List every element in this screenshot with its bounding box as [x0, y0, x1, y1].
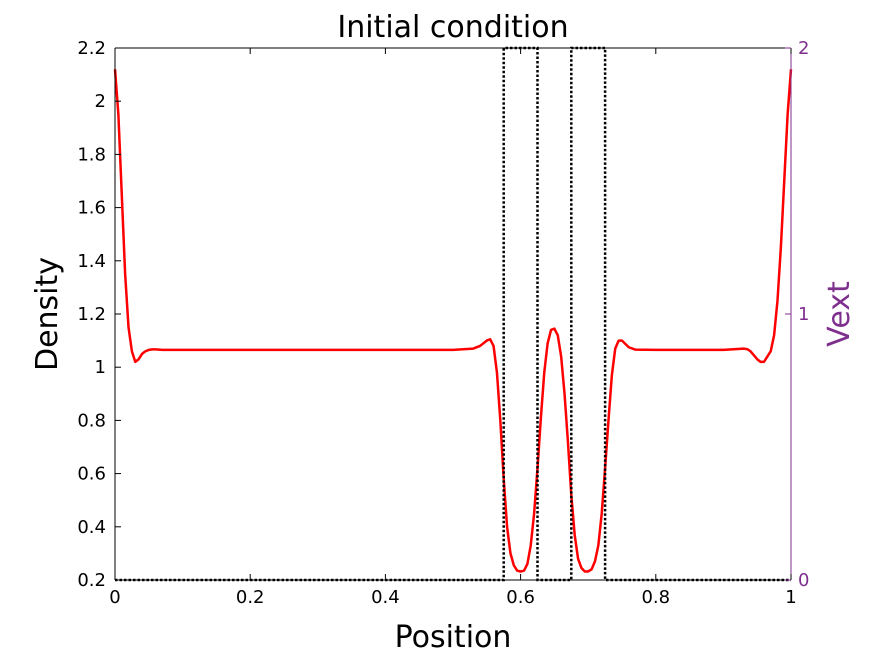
x-tick-label: 0.6 — [506, 587, 535, 608]
y-left-tick-label: 0.8 — [77, 410, 106, 431]
y-left-tick-label: 0.6 — [77, 464, 106, 485]
chart-title: Initial condition — [337, 10, 568, 45]
y-left-tick-label: 2.2 — [77, 38, 106, 59]
x-tick-label: 1 — [785, 587, 796, 608]
y-axis-left-label: Density — [30, 257, 65, 371]
y-left-tick-label: 0.4 — [77, 517, 106, 538]
y-left-tick-label: 1.8 — [77, 144, 106, 165]
axes-layer — [114, 47, 792, 581]
y-right-tick-label: 2 — [798, 38, 809, 59]
y-left-tick-label: 1.6 — [77, 198, 106, 219]
y-left-tick-label: 1.4 — [77, 251, 106, 272]
x-axis-label: Position — [395, 620, 512, 655]
y-left-tick-label: 0.2 — [77, 570, 106, 591]
y-right-tick-label: 0 — [798, 570, 809, 591]
x-tick-label: 0.2 — [236, 587, 265, 608]
x-tick-label: 0.8 — [641, 587, 670, 608]
vext-series-line — [115, 46, 791, 582]
y-axis-right-label: Vext — [822, 281, 857, 347]
series-layer — [113, 46, 793, 582]
y-right-tick-label: 1 — [798, 304, 809, 325]
y-left-tick-label: 2 — [95, 91, 106, 112]
y-left-tick-label: 1.2 — [77, 304, 106, 325]
y-left-tick-label: 1 — [95, 357, 106, 378]
density-series-line — [113, 69, 793, 573]
ticks-layer: 0 0.2 0.4 0.6 0.8 10.20.40.60.811.21.41.61.82… — [77, 38, 809, 608]
x-tick-label: 0.4 — [371, 587, 400, 608]
x-tick-label: 0 — [109, 587, 120, 608]
